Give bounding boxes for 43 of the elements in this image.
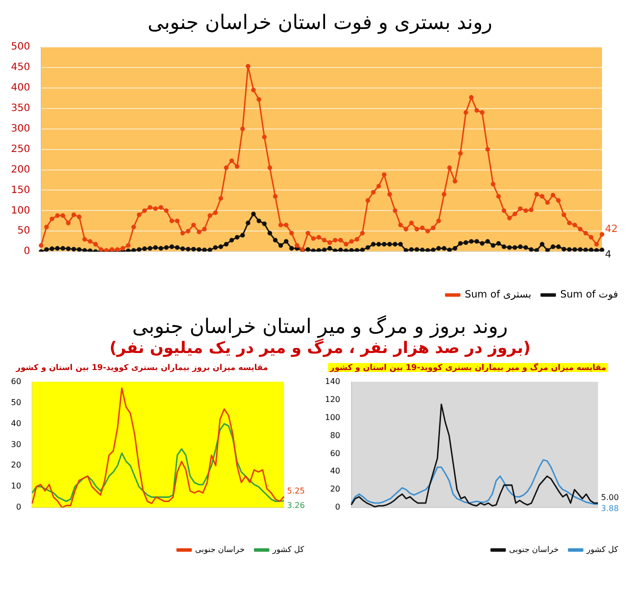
y-tick-label: 0: [335, 502, 340, 512]
legend-label: Sum of بستری: [464, 290, 532, 301]
y-tick-label: 80: [330, 430, 340, 440]
y-tick-label: 250: [10, 144, 30, 155]
y-tick-label: 300: [10, 123, 30, 134]
y-tick-label: 200: [10, 164, 30, 176]
y-tick-label: 500: [10, 42, 30, 53]
y-tick-label: 40: [330, 466, 340, 476]
y-tick-label: 50: [10, 398, 22, 407]
data-label: 3.88: [601, 504, 619, 514]
legend-label: کل کشور: [586, 545, 618, 554]
y-tick-label: 20: [10, 460, 22, 470]
text: (بروز در صد هزار نفر ، مرگ و میر در یک میلیون نفر): [108, 338, 532, 357]
y-tick-label: 60: [10, 376, 22, 386]
y-tick-label: 40: [10, 418, 22, 428]
data-label: 5.00: [601, 493, 619, 502]
chart-title: روند بستری و فوت استان خراسان جنوبی: [146, 10, 494, 34]
y-tick-label: 10: [10, 482, 22, 491]
y-tick-label: 0: [24, 246, 30, 258]
chart-title: مقایسه میزان بروز بیماران بستری کووید-19 بین استان و کشور: [14, 363, 270, 372]
y-tick-label: 400: [10, 82, 30, 94]
legend-label: خراسان جنوبی: [509, 545, 559, 554]
y-tick-label: 150: [10, 184, 30, 196]
y-tick-label: 100: [10, 205, 30, 216]
data-label: 4: [605, 250, 612, 261]
data-label: 3.26: [287, 500, 305, 510]
data-label: 42: [605, 224, 618, 236]
y-tick-label: 140: [324, 376, 340, 386]
data-label: 5.25: [287, 486, 305, 496]
text: روند بروز و مرگ و میر استان خراسان جنوبی: [131, 314, 509, 338]
y-tick-label: 100: [324, 412, 340, 422]
legend-label: کل کشور: [272, 545, 304, 554]
y-tick-label: 20: [330, 484, 340, 494]
y-tick-label: 120: [324, 394, 340, 404]
y-tick-label: 0: [16, 502, 22, 512]
y-tick-label: 50: [17, 226, 30, 237]
legend-label: خراسان جنوبی: [195, 545, 245, 554]
y-tick-label: 60: [330, 448, 340, 458]
y-tick-label: 30: [10, 440, 22, 449]
y-tick-label: 450: [10, 62, 30, 74]
legend-label: Sum of فوت: [560, 290, 618, 301]
y-tick-label: 350: [10, 102, 30, 114]
chart-title: مقایسه میزان مرگ و میر بیماران بستری کووید-19 بین استان و کشور: [328, 363, 608, 372]
